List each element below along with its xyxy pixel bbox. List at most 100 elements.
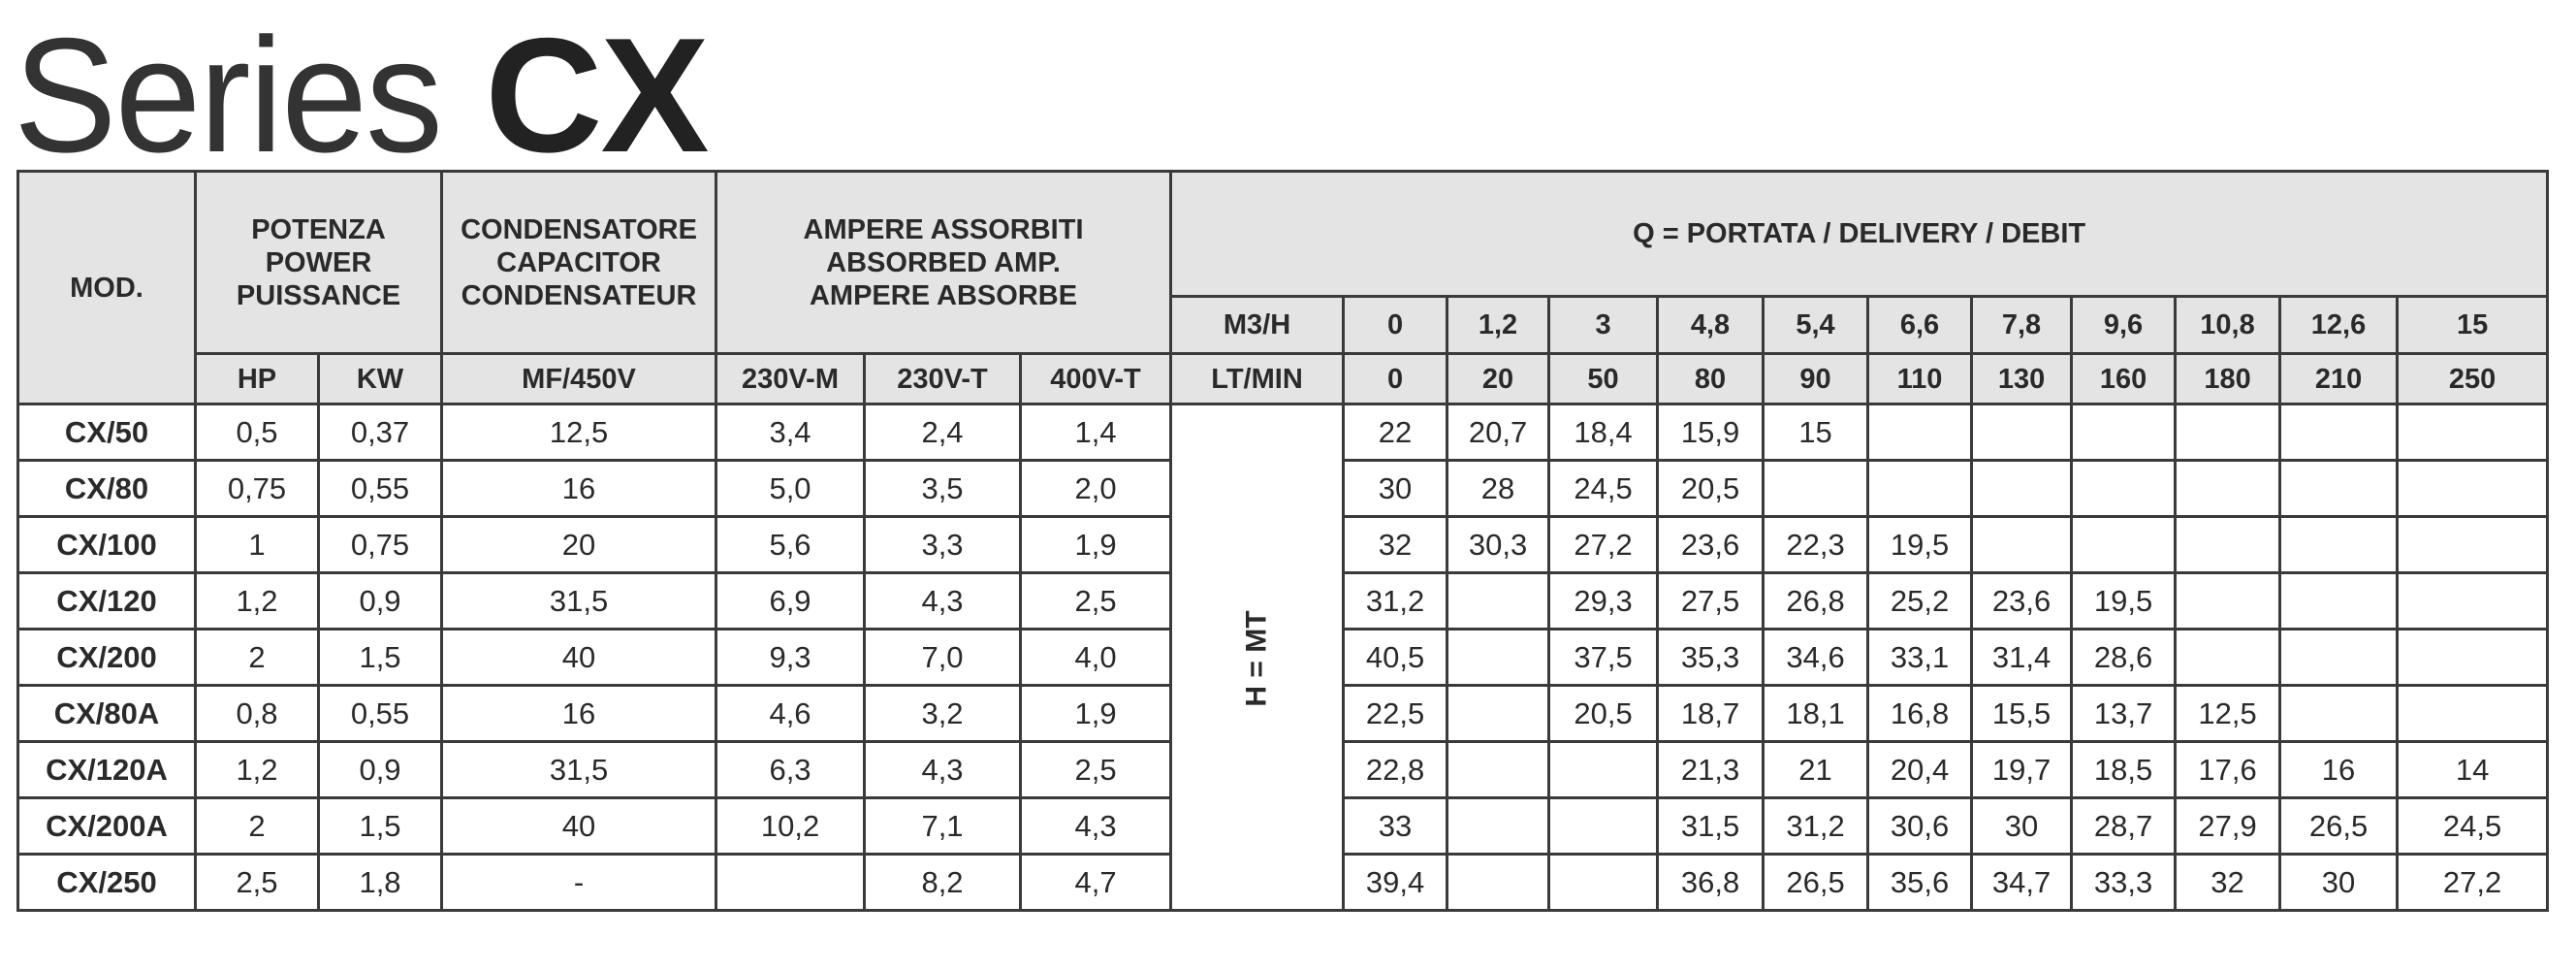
cell-head-value [2278,403,2400,462]
cell-hp: 1,2 [194,740,320,799]
cell-head-value: 32 [2174,853,2282,912]
cell-a230t: 3,3 [863,515,1023,574]
cell-kw: 1,8 [316,853,444,912]
cell-head-value: 24,5 [2396,796,2550,856]
cell-a400t: 2,5 [1019,740,1173,799]
cell-head-value: 26,8 [1762,571,1870,630]
cell-head-value: 36,8 [1656,853,1765,912]
cell-a230t: 7,1 [863,796,1023,856]
header-ltmin-value: 20 [1446,352,1551,405]
cell-kw: 0,55 [316,459,444,518]
header-m3h-value: 9,6 [2070,295,2178,355]
cell-a230t: 8,2 [863,853,1023,912]
cell-head-value: 26,5 [2278,796,2400,856]
header-m3h-label: M3/H [1169,295,1346,355]
cell-head-value: 16 [2278,740,2400,799]
cell-mf: 31,5 [440,571,718,630]
cell-mod: CX/50 [16,403,197,462]
cell-a230m: 4,6 [715,684,867,743]
cell-head-value: 35,3 [1656,628,1765,687]
cell-mod: CX/120A [16,740,197,799]
cell-head-value: 18,5 [2070,740,2178,799]
cell-head-value: 33,1 [1866,628,1974,687]
cell-a400t: 1,9 [1019,684,1173,743]
header-ltmin-value: 80 [1656,352,1765,405]
cell-head-value: 29,3 [1547,571,1660,630]
cell-kw: 0,55 [316,684,444,743]
cell-head-value: 30 [1342,459,1449,518]
cell-head-value: 37,5 [1547,628,1660,687]
cell-head-value [2396,628,2550,687]
cell-head-value: 31,2 [1342,571,1449,630]
cell-head-value [1446,628,1551,687]
cell-mod: CX/200 [16,628,197,687]
cell-head-value: 22,5 [1342,684,1449,743]
table-row: CX/250 2,5 1,8-8,2 4,7 39,4 36,8 26,5 35,6 34,7 3… [16,853,2550,912]
header-ltmin-value: 180 [2174,352,2282,405]
header-capacitor: CONDENSATORE CAPACITOR CONDENSATEUR [440,170,718,355]
cell-head-value: 22 [1342,403,1449,462]
cell-head-value: 18,4 [1547,403,1660,462]
cell-head-value [2174,459,2282,518]
cell-mf: - [440,853,718,912]
cell-mod: CX/120 [16,571,197,630]
cell-head-value: 26,5 [1762,853,1870,912]
cell-head-value: 31,4 [1970,628,2074,687]
cell-a400t: 4,7 [1019,853,1173,912]
cell-mf: 40 [440,796,718,856]
cell-head-value: 18,1 [1762,684,1870,743]
head-label-cell: H = MT [1169,403,1346,912]
cell-head-value: 20,7 [1446,403,1551,462]
header-ltmin-value: 0 [1342,352,1449,405]
header-m3h-value: 6,6 [1866,295,1974,355]
cell-head-value [2278,515,2400,574]
header-ltmin-value: 50 [1547,352,1660,405]
cell-head-value [2396,684,2550,743]
header-m3h-value: 3 [1547,295,1660,355]
header-mf: MF/450V [440,352,718,405]
cell-a230t: 2,4 [863,403,1023,462]
cell-mod: CX/200A [16,796,197,856]
header-absorbed-amps: AMPERE ASSORBITI ABSORBED AMP. AMPERE ABSO… [715,170,1173,355]
cell-a230m: 5,0 [715,459,867,518]
cell-mod: CX/80 [16,459,197,518]
header-230v-t: 230V-T [863,352,1023,405]
cell-head-value [2278,459,2400,518]
cell-head-value: 15,5 [1970,684,2074,743]
cell-head-value: 13,7 [2070,684,2178,743]
header-ltmin-value: 130 [1970,352,2074,405]
cell-a400t: 4,3 [1019,796,1173,856]
cell-head-value [1446,853,1551,912]
cell-hp: 2,5 [194,853,320,912]
cell-head-value: 21,3 [1656,740,1765,799]
cell-head-value [2396,403,2550,462]
cell-mod: CX/100 [16,515,197,574]
cell-mod: CX/250 [16,853,197,912]
cell-mf: 31,5 [440,740,718,799]
cell-mf: 12,5 [440,403,718,462]
cell-head-value: 33,3 [2070,853,2178,912]
header-ltmin-value: 160 [2070,352,2178,405]
cell-head-value: 23,6 [1656,515,1765,574]
cell-head-value: 27,2 [1547,515,1660,574]
cell-a230m: 10,2 [715,796,867,856]
cell-a230t: 4,3 [863,740,1023,799]
cell-a400t: 2,0 [1019,459,1173,518]
cell-hp: 2 [194,796,320,856]
cell-a230t: 3,2 [863,684,1023,743]
cell-head-value: 40,5 [1342,628,1449,687]
cell-head-value [2278,571,2400,630]
header-m3h-value: 1,2 [1446,295,1551,355]
cell-head-value: 24,5 [1547,459,1660,518]
cell-a230m: 6,9 [715,571,867,630]
header-m3h-value: 15 [2396,295,2550,355]
cell-head-value [1970,515,2074,574]
cell-head-value: 21 [1762,740,1870,799]
table-row: CX/120A 1,2 0,9 31,5 6,3 4,3 2,5 22,8 21,3 21 20,4… [16,740,2550,799]
table-row: CX/200A 2 1,5 40 10,2 7,1 4,3 33 31,5 31,2 30,6 30 2… [16,796,2550,856]
cell-head-value [2174,571,2282,630]
cell-head-value [2396,459,2550,518]
cell-head-value [2396,571,2550,630]
cell-head-value: 30 [1970,796,2074,856]
cell-head-value [2070,515,2178,574]
